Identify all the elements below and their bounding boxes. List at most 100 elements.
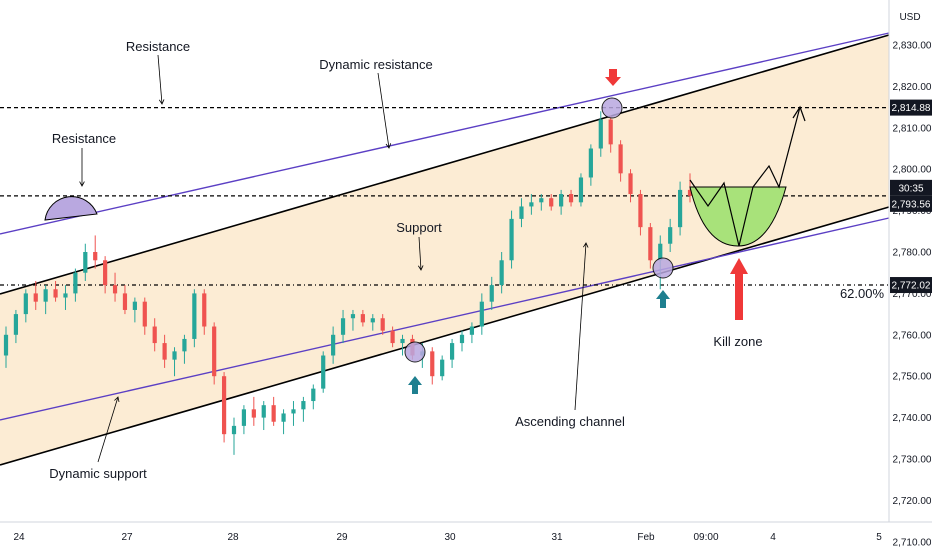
price-axis-background bbox=[889, 0, 932, 550]
upper-level-tag: 2,814.88 bbox=[892, 103, 931, 114]
label-dynamic-support: Dynamic support bbox=[49, 466, 147, 481]
y-tick-label: 2,770.00 bbox=[893, 289, 932, 300]
candle-body bbox=[152, 326, 157, 344]
candle-body bbox=[648, 227, 653, 261]
candle-body bbox=[142, 301, 147, 327]
candle-body bbox=[618, 144, 623, 174]
y-tick-label: 2,820.00 bbox=[893, 82, 932, 93]
candle-body bbox=[390, 330, 395, 344]
candle-body bbox=[499, 260, 504, 286]
channel-lower-line bbox=[0, 206, 890, 466]
candle-body bbox=[122, 293, 128, 310]
candle-body bbox=[291, 409, 296, 414]
pointer-support-head bbox=[418, 265, 424, 271]
candle-body bbox=[13, 314, 19, 335]
candle-body bbox=[132, 301, 137, 310]
candle-body bbox=[687, 189, 693, 196]
candle-body bbox=[261, 405, 266, 418]
pointer-support bbox=[418, 236, 422, 271]
candle-body bbox=[311, 388, 316, 402]
candle-body bbox=[73, 272, 78, 294]
x-tick-label: 09:00 bbox=[693, 532, 718, 543]
candle-body bbox=[93, 252, 98, 261]
candle-body bbox=[677, 189, 683, 228]
candle-body bbox=[63, 293, 68, 298]
candle-body bbox=[112, 285, 118, 294]
y-tick-label: 2,720.00 bbox=[893, 496, 932, 507]
candle-body bbox=[43, 289, 48, 302]
pointer-dynamic-support-head bbox=[114, 396, 120, 402]
candle-body bbox=[588, 148, 593, 178]
candle-body bbox=[212, 326, 217, 377]
candle-body bbox=[559, 194, 564, 207]
channel-upper-line bbox=[0, 34, 890, 295]
candle-body bbox=[668, 227, 673, 244]
current-price-tag: 2,793.56 bbox=[892, 199, 931, 210]
pointer-dynamic-support bbox=[97, 396, 119, 463]
time-axis-background bbox=[0, 522, 932, 550]
candle-body bbox=[33, 293, 38, 302]
y-tick-label: 2,750.00 bbox=[893, 372, 932, 383]
kill-zone-bowl bbox=[689, 186, 787, 247]
candle-body bbox=[598, 119, 603, 149]
candle-body bbox=[360, 314, 365, 323]
y-tick-label: 2,730.00 bbox=[893, 455, 932, 466]
candle-body bbox=[430, 351, 435, 377]
candle-body bbox=[23, 293, 28, 315]
candle-body bbox=[192, 293, 197, 339]
pointer-resistance-left-head bbox=[79, 181, 85, 187]
x-tick-label: 30 bbox=[444, 532, 456, 543]
candle-body bbox=[3, 334, 9, 356]
x-tick-label: 5 bbox=[876, 532, 882, 543]
candle-body bbox=[241, 409, 247, 426]
candle-body bbox=[103, 260, 108, 286]
dynamic-support-line bbox=[0, 217, 890, 421]
label-kill-zone: Kill zone bbox=[713, 334, 762, 349]
candle-body bbox=[340, 318, 346, 335]
label-dynamic-resistance: Dynamic resistance bbox=[319, 57, 432, 72]
projection-arrowhead bbox=[792, 105, 806, 122]
candle-body bbox=[658, 243, 663, 261]
candle-body bbox=[271, 405, 276, 422]
projection-path bbox=[689, 106, 801, 247]
x-tick-label: 31 bbox=[551, 532, 563, 543]
candle-body bbox=[231, 425, 237, 435]
label-resistance-top: Resistance bbox=[126, 39, 190, 54]
countdown-tag: 30:35 bbox=[898, 183, 923, 194]
fib-label: 62.00% bbox=[840, 286, 885, 301]
candle-body bbox=[529, 202, 534, 207]
y-tick-label: 2,760.00 bbox=[893, 330, 932, 341]
candle-body bbox=[182, 338, 187, 352]
candle-body bbox=[350, 314, 356, 319]
candle-body bbox=[380, 318, 385, 331]
candle-body bbox=[83, 252, 88, 273]
candle-body bbox=[549, 198, 554, 207]
resistance-half-circle bbox=[44, 196, 98, 221]
candle-body bbox=[519, 206, 524, 219]
candle-body bbox=[578, 177, 584, 203]
candle-body bbox=[202, 293, 207, 327]
channel-fill bbox=[0, 35, 889, 465]
top-circle bbox=[601, 97, 623, 119]
candle-body bbox=[608, 119, 613, 145]
x-tick-label: 27 bbox=[121, 532, 133, 543]
x-tick-label: 24 bbox=[13, 532, 25, 543]
support-circle-2 bbox=[652, 257, 674, 279]
pointer-dynamic-resistance-head bbox=[385, 143, 392, 149]
currency-label: USD bbox=[899, 12, 920, 23]
support-circle-1 bbox=[404, 341, 426, 363]
upper-level-tag-bg bbox=[890, 99, 932, 116]
candle-body bbox=[628, 173, 633, 195]
y-tick-label: 2,710.00 bbox=[893, 537, 932, 548]
candle-body bbox=[489, 285, 494, 302]
x-tick-label: 29 bbox=[336, 532, 348, 543]
candle-body bbox=[301, 401, 306, 410]
up-arrow-teal-2 bbox=[656, 290, 670, 308]
candle-body bbox=[221, 376, 227, 435]
y-tick-label: 2,740.00 bbox=[893, 413, 932, 424]
x-tick-label: 4 bbox=[770, 532, 776, 543]
candle-body bbox=[509, 218, 514, 261]
dynamic-resistance-line bbox=[0, 32, 890, 235]
candle-body bbox=[568, 194, 574, 203]
